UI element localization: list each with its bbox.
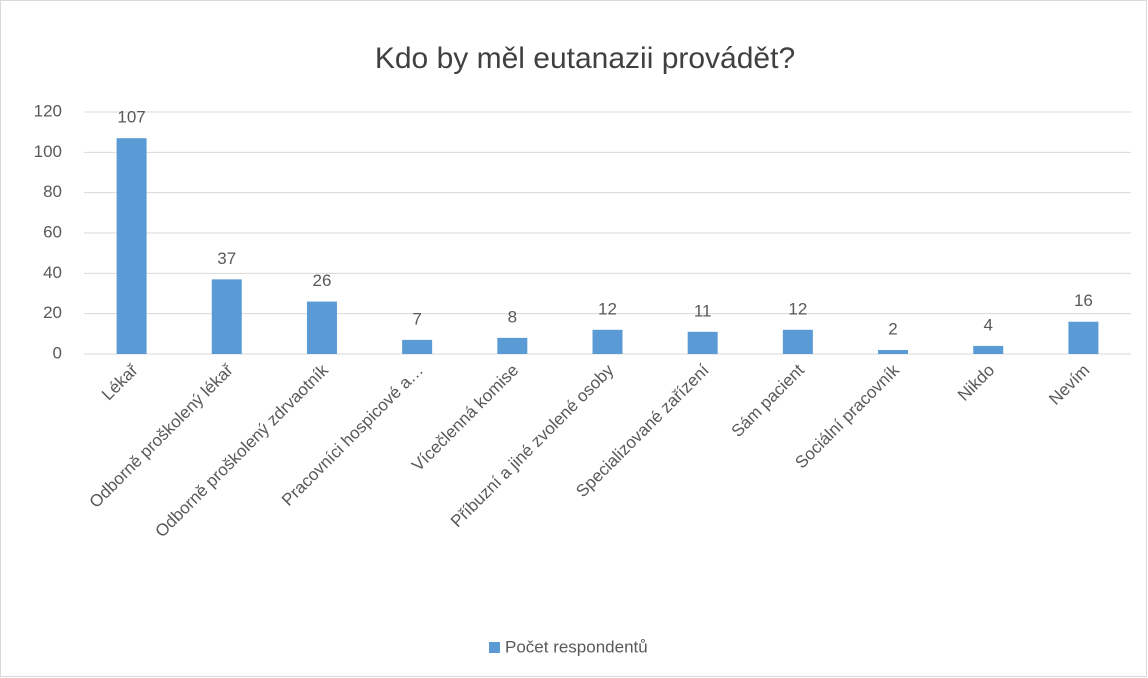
- bar: [116, 138, 147, 354]
- data-label: 26: [312, 271, 331, 290]
- y-tick-label: 100: [34, 142, 62, 161]
- data-label: 11: [694, 301, 712, 320]
- data-label: 4: [983, 315, 992, 334]
- y-tick-label: 60: [43, 222, 62, 241]
- data-label: 37: [217, 249, 236, 268]
- bar: [306, 301, 337, 354]
- bar: [782, 329, 813, 354]
- y-tick-label: 20: [43, 303, 62, 322]
- bar: [402, 339, 433, 354]
- y-tick-label: 0: [53, 343, 62, 362]
- data-label: 7: [412, 309, 421, 328]
- bar: [973, 345, 1004, 354]
- data-label: 2: [888, 319, 897, 338]
- bar: [211, 279, 242, 354]
- bar: [878, 349, 909, 354]
- legend-swatch: [489, 642, 500, 653]
- data-label: 8: [508, 307, 517, 326]
- y-tick-label: 40: [43, 263, 62, 282]
- y-tick-label: 80: [43, 182, 62, 201]
- bar: [592, 329, 623, 354]
- bar: [1068, 321, 1099, 354]
- data-label: 16: [1074, 291, 1093, 310]
- bar: [497, 337, 528, 354]
- data-label: 107: [117, 108, 145, 127]
- data-label: 12: [598, 299, 617, 318]
- bar: [687, 331, 718, 354]
- data-label: 12: [788, 299, 807, 318]
- y-tick-label: 120: [34, 101, 62, 120]
- chart-title: Kdo by měl eutanazii provádět?: [375, 42, 795, 75]
- legend-label: Počet respondentů: [505, 637, 648, 656]
